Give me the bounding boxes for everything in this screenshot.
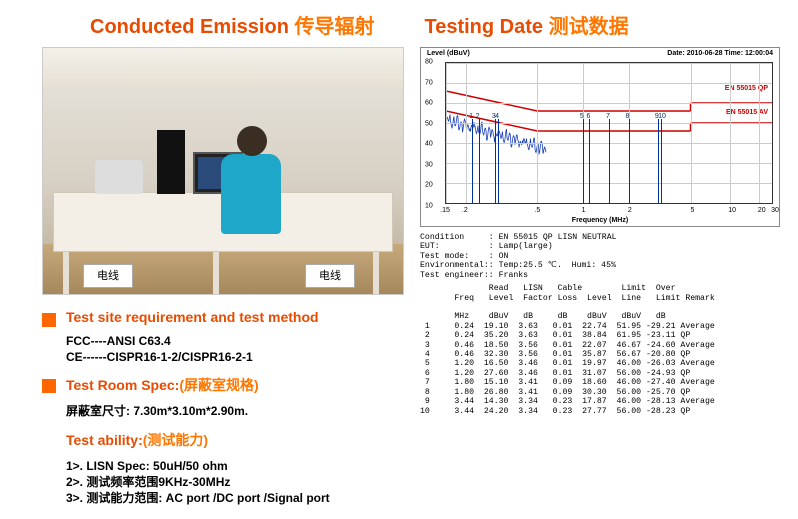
section-test-site: Test site requirement and test method (42, 309, 406, 327)
section3-sub2: 2>. 测试频率范围9KHz-30MHz (66, 474, 406, 490)
ytick: 80 (425, 59, 433, 66)
ytick: 30 (425, 161, 433, 168)
limit-av-label: EN 55015 AV (726, 109, 768, 116)
chart-xlabel: Frequency (MHz) (572, 217, 628, 224)
socket-label-left: 电线 (83, 264, 133, 288)
bullet-icon (42, 379, 56, 393)
section2-head-en: Test Room Spec: (66, 377, 179, 393)
measurement-table: Read LISN Cable Limit Over Freq Level Fa… (420, 284, 784, 416)
chart-marker: 10 (658, 113, 666, 120)
chart-marker: 1 (469, 113, 473, 120)
bullets: Test site requirement and test method FC… (42, 309, 406, 506)
xtick: 10 (728, 207, 736, 214)
section-test-ability: Test ability:(测试能力) (66, 430, 406, 452)
limit-qp-label: EN 55015 QP (725, 85, 768, 92)
chart-marker: 5 (580, 113, 584, 120)
chart-marker: 7 (606, 113, 610, 120)
section3-head-cn: (测试能力) (143, 432, 208, 448)
section1-sub2: CE------CISPR16-1-2/CISPR16-2-1 (66, 349, 406, 365)
lab-photo: 电线 电线 (42, 47, 404, 295)
chart-ylabel: Level (dBuV) (427, 50, 470, 57)
header: Conducted Emission 传导辐射 Testing Date 测试数… (0, 0, 798, 47)
section3-sub1: 1>. LISN Spec: 50uH/50 ohm (66, 458, 406, 474)
section3-head-en: Test ability: (66, 432, 143, 448)
section2-head: Test Room Spec:(屏蔽室规格) (66, 375, 259, 395)
content: 电线 电线 Test site requirement and test met… (0, 47, 798, 516)
xtick: .5 (534, 207, 540, 214)
xtick: .2 (462, 207, 468, 214)
ytick: 50 (425, 120, 433, 127)
chart-date: Date: 2010-06-28 Time: 12:00:04 (667, 50, 773, 57)
section1-sub1: FCC----ANSI C63.4 (66, 333, 406, 349)
chart-marker: 2 (476, 113, 480, 120)
plot-area: EN 55015 QP EN 55015 AV 12345678910 (445, 62, 773, 204)
chart-marker: 4 (495, 113, 499, 120)
chart-marker: 6 (586, 113, 590, 120)
title-left: Conducted Emission 传导辐射 (90, 10, 374, 39)
left-column: 电线 电线 Test site requirement and test met… (42, 47, 406, 516)
section-test-room: Test Room Spec:(屏蔽室规格) (42, 375, 406, 397)
xtick: 30 (771, 207, 779, 214)
ytick: 60 (425, 100, 433, 107)
title-right-en: Testing Date (424, 16, 543, 38)
title-right-cn: 测试数据 (549, 16, 629, 38)
xtick: 5 (691, 207, 695, 214)
section2-head-cn: (屏蔽室规格) (179, 377, 258, 393)
ytick: 40 (425, 141, 433, 148)
xtick: 2 (628, 207, 632, 214)
section2-sub: 屏蔽室尺寸: 7.30m*3.10m*2.90m. (66, 403, 406, 419)
right-column: Level (dBuV) Date: 2010-06-28 Time: 12:0… (406, 47, 784, 516)
xtick: 1 (582, 207, 586, 214)
title-right: Testing Date 测试数据 (424, 10, 628, 39)
test-conditions: Condition : EN 55015 QP LISN NEUTRAL EUT… (420, 233, 784, 280)
ytick: 70 (425, 79, 433, 86)
socket-label-right: 电线 (305, 264, 355, 288)
bullet-icon (42, 313, 56, 327)
xtick: .15 (440, 207, 450, 214)
xtick: 20 (758, 207, 766, 214)
section1-head: Test site requirement and test method (66, 309, 319, 325)
title-left-cn: 传导辐射 (294, 16, 374, 38)
section3-sub3: 3>. 测试能力范围: AC port /DC port /Signal por… (66, 490, 406, 506)
ytick: 10 (425, 203, 433, 210)
emission-chart: Level (dBuV) Date: 2010-06-28 Time: 12:0… (420, 47, 780, 227)
title-left-en: Conducted Emission (90, 16, 289, 38)
ytick: 20 (425, 182, 433, 189)
section3-head: Test ability:(测试能力) (66, 430, 208, 450)
chart-marker: 8 (626, 113, 630, 120)
